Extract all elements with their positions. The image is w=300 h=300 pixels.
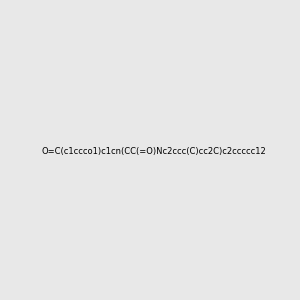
Text: O=C(c1ccco1)c1cn(CC(=O)Nc2ccc(C)cc2C)c2ccccc12: O=C(c1ccco1)c1cn(CC(=O)Nc2ccc(C)cc2C)c2c… xyxy=(41,147,266,156)
